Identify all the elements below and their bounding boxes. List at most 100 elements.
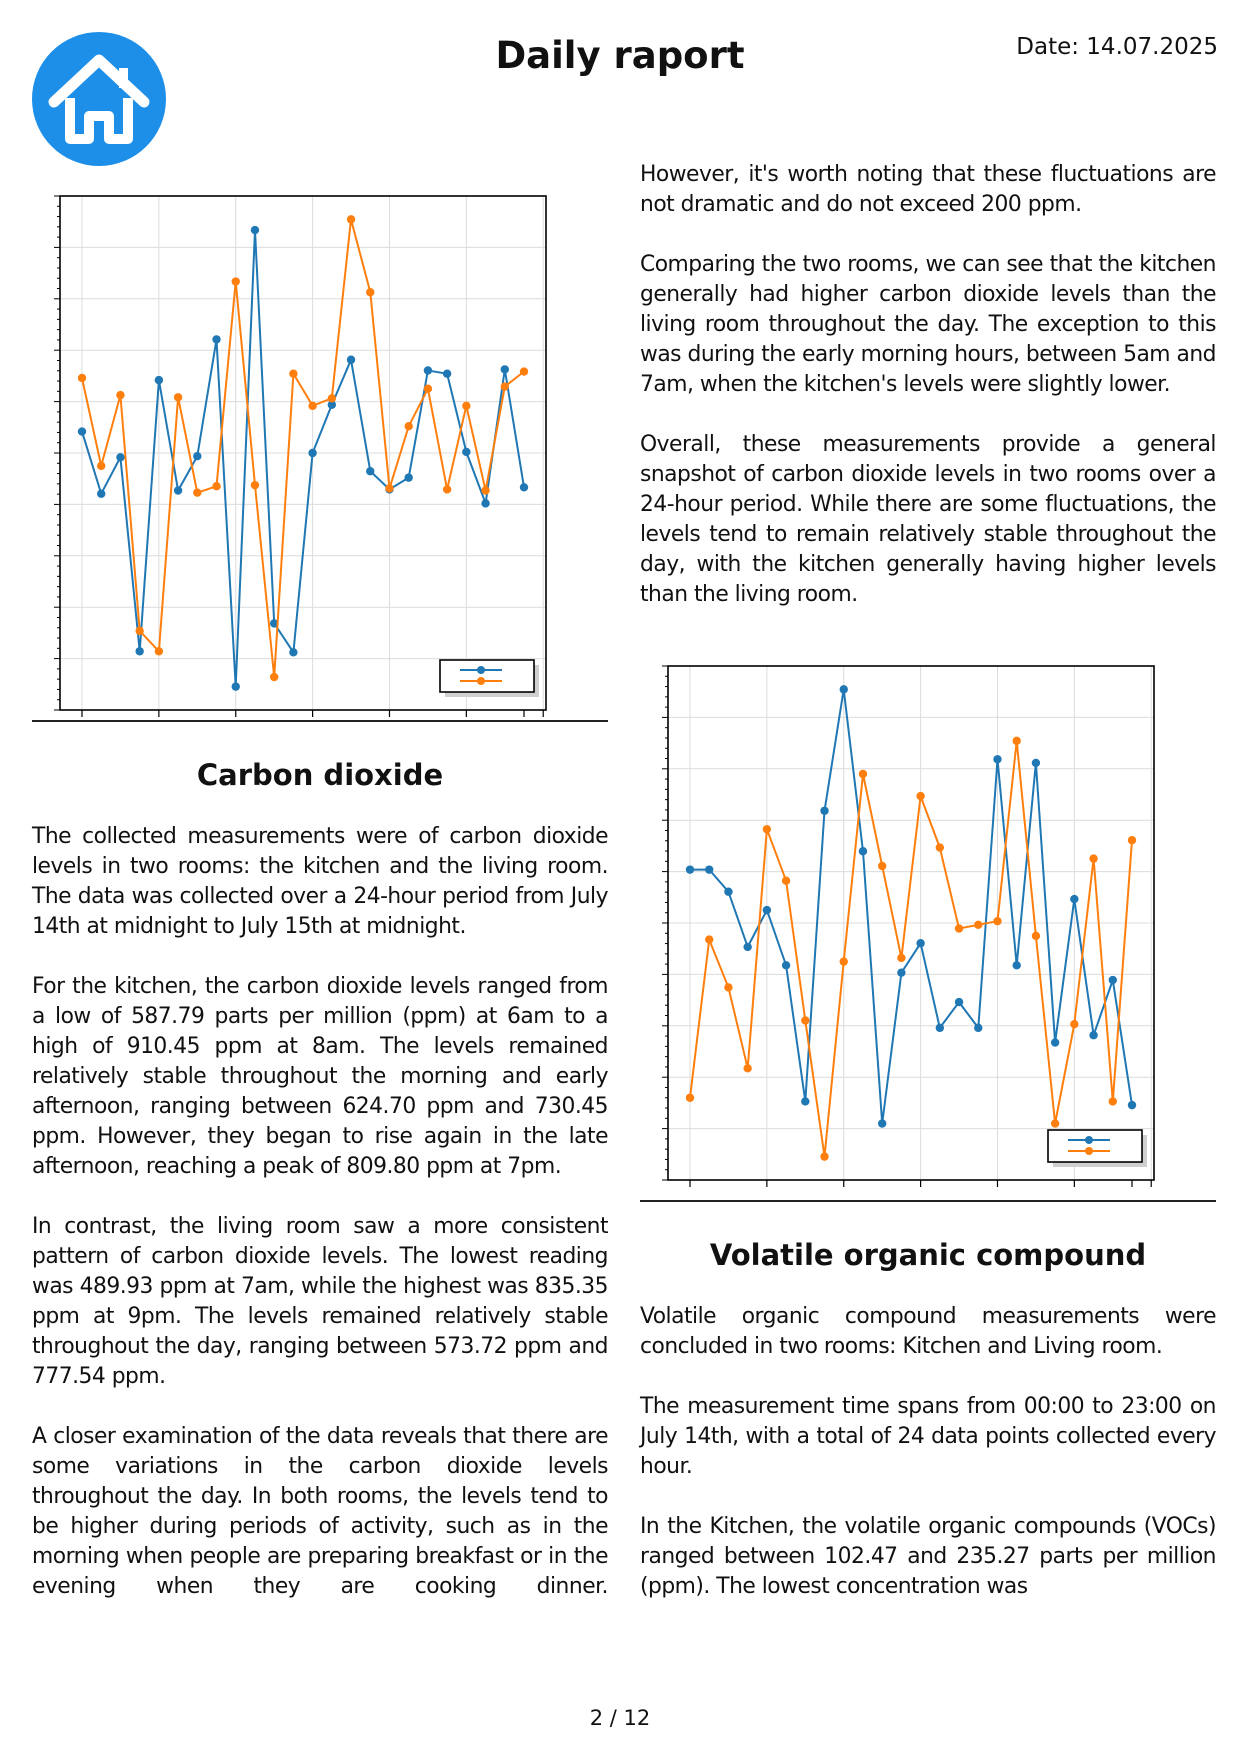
data-point	[116, 453, 125, 462]
data-point	[97, 461, 106, 471]
data-point	[877, 861, 887, 871]
data-point	[289, 648, 298, 657]
data-point	[1012, 736, 1021, 746]
co2-chart	[54, 195, 547, 717]
series-line	[81, 219, 525, 678]
data-point	[231, 277, 240, 286]
data-point	[1127, 1100, 1137, 1110]
data-point	[462, 401, 471, 411]
data-point	[974, 920, 983, 930]
data-point	[308, 401, 317, 411]
data-point	[116, 390, 125, 400]
page-title: Daily raport	[495, 34, 745, 77]
data-point	[897, 968, 906, 977]
co2-heading: Carbon dioxide	[196, 758, 444, 792]
data-point	[519, 367, 529, 376]
data-point	[212, 482, 221, 491]
data-point	[1108, 1097, 1117, 1106]
chart-legend	[1047, 1129, 1147, 1167]
data-point	[781, 876, 791, 885]
voc-paragraph: Volatile organic compound measurements w…	[640, 1304, 1217, 1359]
data-point	[705, 935, 714, 944]
plot-frame	[59, 195, 547, 711]
voc-paragraph: The measurement time spans from 00:00 to…	[640, 1394, 1217, 1479]
legend-swatch-marker	[477, 677, 485, 685]
series-line	[689, 740, 1133, 1157]
data-point	[897, 953, 906, 963]
data-point	[685, 1093, 695, 1102]
data-point	[762, 824, 772, 834]
data-point	[820, 1152, 829, 1161]
data-point	[724, 983, 733, 992]
data-point	[135, 626, 144, 636]
data-point	[193, 452, 202, 461]
data-point	[743, 942, 752, 952]
data-point	[1050, 1038, 1060, 1047]
data-point	[935, 1023, 945, 1033]
series-line	[690, 689, 1133, 1124]
data-point	[1031, 758, 1041, 768]
co2-paragraph: However, it's worth noting that these fl…	[640, 162, 1217, 217]
co2-paragraph: In contrast, the living room saw a more …	[32, 1214, 609, 1389]
report-date: Date: 14.07.2025	[1016, 34, 1218, 60]
data-point	[993, 916, 1002, 926]
data-point	[1108, 975, 1117, 985]
data-point	[423, 366, 433, 375]
data-point	[1012, 961, 1021, 970]
data-point	[442, 485, 452, 494]
data-point	[385, 484, 394, 493]
data-point	[404, 422, 413, 431]
chart-legend	[439, 659, 539, 697]
left-column: Carbon dioxide The collected measurement…	[32, 180, 609, 1632]
data-point	[974, 1023, 983, 1033]
right-column: However, it's worth noting that these fl…	[640, 160, 1217, 1602]
data-point	[781, 961, 791, 970]
data-point	[346, 355, 356, 364]
data-point	[839, 685, 848, 694]
legend-swatch-marker	[1085, 1136, 1093, 1144]
voc-chart	[662, 665, 1155, 1187]
data-point	[724, 887, 733, 896]
data-point	[154, 375, 164, 385]
data-point	[1089, 1031, 1098, 1040]
data-point	[954, 997, 964, 1007]
data-point	[308, 448, 317, 458]
data-point	[916, 791, 925, 801]
data-point	[327, 394, 337, 403]
data-point	[423, 384, 433, 393]
data-point	[916, 939, 925, 948]
data-point	[820, 806, 829, 815]
data-point	[685, 865, 695, 874]
data-point	[481, 486, 490, 495]
data-point	[154, 647, 164, 656]
plot-frame	[667, 665, 1155, 1181]
co2-paragraph: For the kitchen, the carbon dioxide leve…	[32, 974, 609, 1179]
data-point	[839, 957, 848, 966]
chart-grid	[662, 665, 1154, 1187]
data-point	[954, 924, 964, 933]
data-point	[1031, 931, 1041, 941]
data-point	[877, 1119, 887, 1128]
data-point	[462, 447, 471, 457]
data-point	[173, 486, 183, 495]
legend-box	[439, 659, 535, 693]
data-point	[743, 1064, 752, 1073]
data-point	[858, 847, 868, 856]
co2-paragraph: Overall, these measurements provide a ge…	[640, 432, 1217, 607]
data-point	[366, 467, 375, 476]
voc-heading: Volatile organic compound	[709, 1238, 1147, 1272]
co2-paragraph: Comparing the two rooms, we can see that…	[640, 252, 1217, 397]
data-point	[801, 1097, 810, 1106]
legend-box	[1047, 1129, 1143, 1163]
data-point	[269, 672, 279, 682]
data-point	[327, 400, 337, 409]
voc-paragraph: In the Kitchen, the volatile organic com…	[640, 1514, 1216, 1599]
data-point	[500, 365, 509, 374]
section-divider	[32, 720, 608, 722]
data-point	[231, 682, 240, 691]
data-point	[801, 1016, 810, 1025]
data-point	[77, 427, 87, 436]
data-point	[442, 369, 452, 378]
data-point	[289, 369, 298, 378]
data-point	[1070, 894, 1079, 904]
